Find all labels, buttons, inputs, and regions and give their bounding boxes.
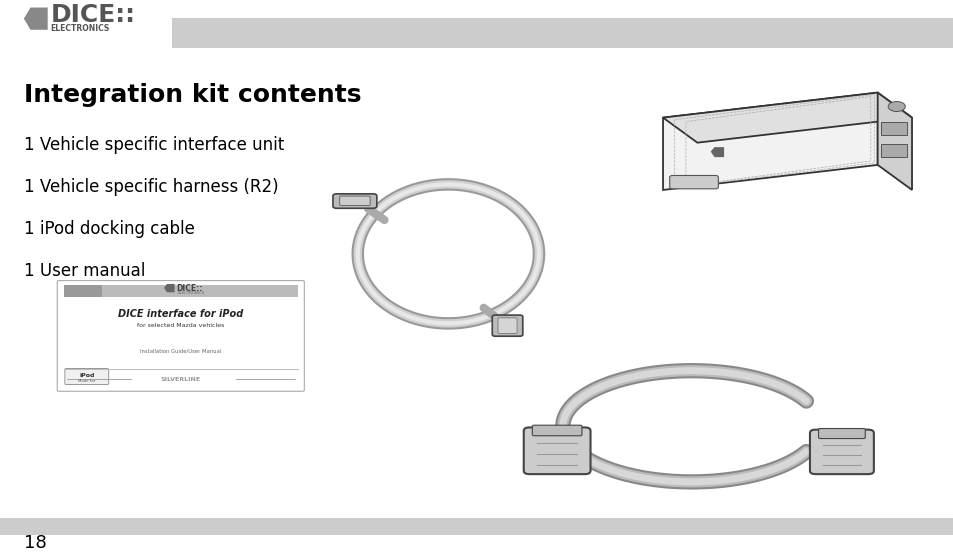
Text: for selected Mazda vehicles: for selected Mazda vehicles (137, 323, 224, 328)
Text: 1 User manual: 1 User manual (24, 262, 145, 280)
FancyBboxPatch shape (64, 285, 297, 297)
FancyBboxPatch shape (523, 427, 590, 474)
Text: 1 iPod docking cable: 1 iPod docking cable (24, 220, 194, 238)
Text: Installation Guide/User Manual: Installation Guide/User Manual (140, 349, 221, 354)
FancyBboxPatch shape (492, 315, 522, 336)
FancyBboxPatch shape (532, 425, 581, 436)
FancyBboxPatch shape (64, 285, 102, 297)
Text: SILVERLINE: SILVERLINE (160, 377, 201, 382)
FancyBboxPatch shape (57, 281, 304, 391)
FancyBboxPatch shape (172, 17, 953, 48)
FancyBboxPatch shape (65, 369, 109, 384)
Circle shape (887, 101, 904, 111)
Text: Integration kit contents: Integration kit contents (24, 84, 361, 108)
FancyBboxPatch shape (333, 194, 376, 208)
Text: 1 Vehicle specific harness (R2): 1 Vehicle specific harness (R2) (24, 178, 278, 196)
FancyBboxPatch shape (669, 175, 718, 189)
Text: Made for: Made for (78, 379, 95, 383)
FancyBboxPatch shape (818, 428, 864, 438)
Polygon shape (164, 284, 174, 292)
FancyBboxPatch shape (339, 196, 370, 206)
Polygon shape (662, 92, 911, 143)
Polygon shape (877, 92, 911, 190)
Text: DICE::: DICE:: (176, 284, 203, 293)
Text: ELECTRONICS: ELECTRONICS (51, 24, 110, 33)
Text: DICE::: DICE:: (51, 3, 135, 27)
Polygon shape (24, 8, 48, 30)
Polygon shape (662, 92, 877, 190)
Text: ELECTRONICS: ELECTRONICS (177, 291, 205, 295)
Polygon shape (710, 147, 723, 157)
Text: 1 Vehicle specific interface unit: 1 Vehicle specific interface unit (24, 136, 284, 154)
FancyBboxPatch shape (0, 518, 953, 535)
FancyBboxPatch shape (881, 144, 906, 157)
Text: ELECTRONICS: ELECTRONICS (727, 153, 756, 162)
Text: DICE::: DICE:: (725, 145, 758, 159)
Text: DICE interface for iPod: DICE interface for iPod (118, 309, 243, 319)
FancyBboxPatch shape (809, 429, 873, 474)
FancyBboxPatch shape (881, 121, 906, 135)
Text: iPod: iPod (79, 373, 94, 378)
Text: 18: 18 (24, 534, 47, 552)
FancyBboxPatch shape (497, 318, 517, 334)
